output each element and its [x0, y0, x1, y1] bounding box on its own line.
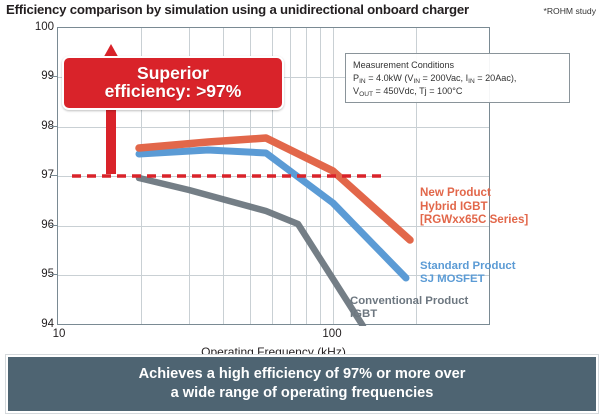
legend-std-line-1: Standard Product — [420, 260, 516, 272]
y-tick-label-94: 94 — [41, 318, 54, 330]
chart-plot-area: Power Conversion Efficiency (%) 100 99 9… — [0, 20, 600, 359]
y-tick-label-99: 99 — [41, 70, 54, 82]
gridline-h-96 — [58, 226, 489, 227]
y-tick-label-95: 95 — [41, 268, 54, 280]
series-line-standard-sj-mosfet — [135, 146, 410, 282]
legend-new-line-1: New Product — [420, 186, 491, 199]
page-title: Efficiency comparison by simulation usin… — [6, 2, 469, 17]
measurement-conditions-box: Measurement Conditions PIN = 4.0kW (VIN … — [345, 53, 570, 103]
legend-new-line-2: Hybrid IGBT — [420, 199, 488, 213]
legend-standard-product: Standard Product SJ MOSFET — [420, 260, 516, 287]
x-tick-label-100: 100 — [322, 328, 342, 340]
gridline-h-98 — [58, 127, 489, 128]
legend-conventional-product: Conventional Product IGBT — [350, 295, 468, 322]
gridline-h-95 — [58, 275, 489, 276]
conditions-line-2: PIN = 4.0kW (VIN = 200Vac, IIN = 20Aac), — [353, 72, 517, 85]
y-tick-mark-96 — [50, 225, 57, 226]
gridline-v-50 — [250, 28, 251, 324]
chart-header: Efficiency comparison by simulation usin… — [0, 0, 600, 22]
legend-new-line-3: [RGWxx65C Series] — [420, 213, 529, 227]
source-note: *ROHM study — [543, 6, 596, 16]
y-tick-mark-97 — [50, 175, 57, 176]
x-tick-label-10: 10 — [52, 328, 66, 340]
y-tick-mark-98 — [50, 126, 57, 127]
gridline-v-200 — [416, 28, 417, 324]
superior-efficiency-callout: Superior efficiency: >97% — [62, 56, 284, 110]
y-tick-label-98: 98 — [41, 120, 54, 132]
banner-line-1: Achieves a high efficiency of 97% or mor… — [138, 366, 466, 383]
y-tick-label-100: 100 — [34, 21, 54, 33]
y-tick-label-96: 96 — [41, 219, 54, 231]
y-tick-mark-99 — [50, 76, 57, 77]
y-tick-mark-95 — [50, 274, 57, 275]
conditions-title: Measurement Conditions — [353, 60, 455, 70]
series-line-conventional-igbt — [135, 174, 367, 326]
banner-line-2: a wide range of operating frequencies — [170, 385, 434, 401]
callout-line-1: Superior — [137, 63, 209, 84]
series-line-new-product-hybrid-igbt — [135, 134, 414, 244]
conditions-line-3: VOUT = 450Vdc, Tj = 100°C — [353, 85, 463, 98]
gridline-v-80 — [306, 28, 307, 324]
gridline-v-30 — [189, 28, 190, 324]
y-tick-label-97: 97 — [41, 169, 54, 181]
legend-new-product: New Product Hybrid IGBT [RGWxx65C Series… — [420, 186, 528, 227]
legend-conv-line-2: IGBT — [350, 308, 378, 321]
legend-std-line-2: SJ MOSFET — [420, 273, 485, 286]
legend-conv-line-1: Conventional Product — [350, 295, 469, 307]
callout-line-2: efficiency: >97% — [104, 81, 242, 101]
summary-banner: Achieves a high efficiency of 97% or mor… — [6, 355, 598, 413]
